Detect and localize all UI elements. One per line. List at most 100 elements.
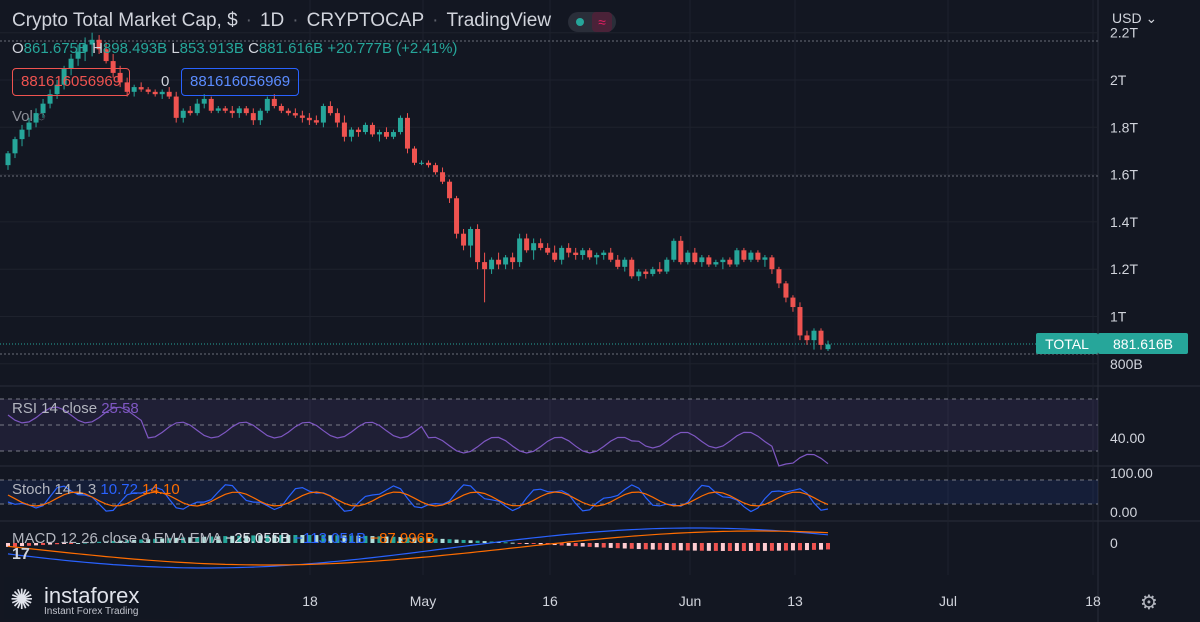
macd-histogram-bar [790, 543, 795, 551]
macd-signal-line [7, 530, 829, 566]
time-axis-tick: 18 [302, 593, 318, 609]
sell-price-box[interactable]: 881616056969 [12, 68, 131, 96]
symbol-tag-label: TOTAL [1045, 336, 1089, 352]
macd-histogram-bar [139, 539, 144, 543]
candle-down [117, 72, 123, 83]
volume-legend[interactable]: Vol ◌ [12, 108, 46, 125]
candle-up [601, 252, 607, 256]
candle-down [166, 91, 172, 97]
macd-line [7, 527, 829, 569]
candle-up [390, 132, 396, 137]
currency-selector[interactable]: USD ⌄ [1112, 10, 1158, 26]
macd-histogram-bar [734, 543, 739, 551]
macd-histogram-bar [776, 543, 781, 551]
candle-down [299, 115, 305, 118]
macd-histogram-bar [573, 543, 578, 547]
macd-histogram-bar [531, 543, 536, 544]
macd-histogram-bar [279, 535, 284, 543]
macd-histogram-bar [818, 543, 823, 550]
macd-histogram-bar [433, 538, 438, 543]
candle-down [776, 269, 782, 284]
candle-up [503, 257, 509, 265]
macd-histogram-bar [622, 543, 627, 549]
macd-histogram-bar [538, 543, 543, 545]
macd-histogram-bar [636, 543, 641, 550]
candle-down [222, 108, 228, 111]
macd-histogram-bar [188, 537, 193, 543]
stoch-axis-tick: 100.00 [1110, 465, 1153, 481]
macd-histogram-bar [62, 543, 67, 544]
macd-histogram-bar [559, 543, 564, 546]
candle-up [580, 250, 586, 256]
candle-down [461, 233, 467, 246]
macd-histogram-bar [34, 543, 39, 546]
macd-histogram-bar [90, 542, 95, 544]
market-status-toggle[interactable]: ≈ [568, 12, 616, 32]
chart-header[interactable]: Crypto Total Market Cap, $ · 1D · CRYPTOCAP ·… [12, 10, 552, 31]
candle-down [278, 106, 284, 111]
macd-histogram-bar [111, 541, 116, 543]
macd-histogram-bar [804, 543, 809, 551]
candle-down [454, 198, 460, 234]
macd-histogram-bar [251, 535, 256, 543]
macd-histogram-bar [377, 536, 382, 543]
macd-legend: MACD 12 26 close 9 EMA EMA −25.055B −113… [12, 530, 435, 547]
candle-down [306, 117, 312, 121]
macd-histogram-bar [293, 535, 298, 543]
macd-histogram-bar [69, 543, 74, 544]
candle-up [5, 153, 11, 166]
candle-down [433, 165, 439, 173]
macd-histogram-bar [76, 543, 81, 544]
candle-down [615, 259, 621, 267]
macd-histogram-bar [748, 543, 753, 551]
wave-icon: ≈ [592, 12, 612, 32]
buy-price-box[interactable]: 881616056969 [181, 68, 300, 96]
macd-histogram-bar [272, 535, 277, 543]
candle-down [145, 89, 151, 92]
candle-down [110, 61, 116, 73]
candle-down [755, 252, 761, 260]
candle-down [208, 98, 214, 111]
candle-up [489, 259, 495, 270]
candle-down [769, 257, 775, 270]
macd-histogram-bar [783, 543, 788, 551]
eye-hidden-icon[interactable]: ◌ [37, 108, 46, 125]
macd-histogram-bar [826, 543, 830, 550]
candle-down [138, 87, 144, 90]
macd-histogram-bar [713, 543, 718, 551]
candle-down [404, 117, 410, 149]
instaforex-logo-icon: ✺ [10, 584, 34, 615]
candle-up [636, 271, 642, 277]
candle-up [40, 103, 46, 114]
macd-histogram-bar [391, 536, 396, 543]
candle-down [643, 271, 649, 274]
price-axis-tick: 1T [1110, 309, 1127, 325]
candle-up [131, 87, 137, 92]
macd-histogram-bar [671, 543, 676, 551]
macd-histogram-bar [300, 535, 305, 543]
interval-label[interactable]: 1D [259, 10, 285, 31]
candle-down [440, 172, 446, 182]
macd-histogram-bar [118, 540, 123, 543]
candle-down [426, 162, 432, 166]
candle-up [201, 98, 207, 104]
macd-histogram-bar [363, 535, 368, 543]
candle-down [313, 120, 319, 123]
candle-down [103, 49, 109, 62]
settings-gear-icon[interactable]: ⚙ [1140, 592, 1158, 614]
candle-up [811, 330, 817, 341]
macd-histogram-bar [125, 540, 130, 543]
macd-histogram-bar [643, 543, 648, 550]
candle-up [720, 259, 726, 263]
candle-up [748, 252, 754, 260]
macd-histogram-bar [335, 535, 340, 543]
macd-histogram-bar [566, 543, 571, 546]
candle-down [524, 238, 530, 251]
macd-histogram-bar [27, 543, 32, 546]
macd-histogram-bar [258, 535, 263, 543]
rsi-legend: RSI 14 close 25.58 [12, 400, 139, 417]
candle-up [650, 269, 656, 274]
candle-down [706, 257, 712, 265]
macd-histogram-bar [510, 542, 515, 544]
macd-histogram-bar [370, 536, 375, 543]
